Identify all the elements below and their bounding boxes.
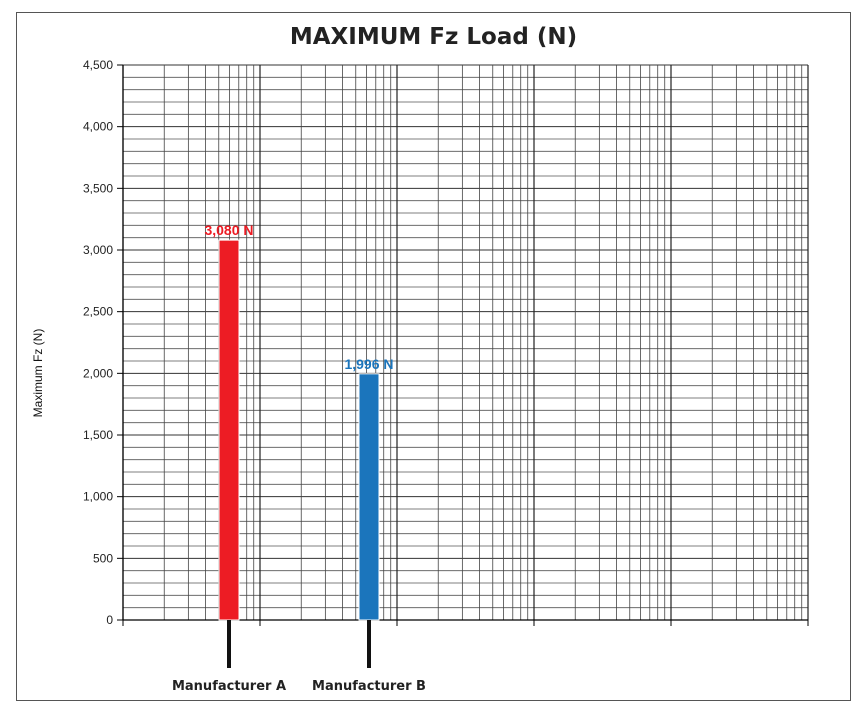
y-tick-label: 4,500 [83,58,113,72]
bar-manufacturer-b [358,373,380,621]
x-category-label: Manufacturer A [172,679,286,694]
y-tick-label: 4,000 [83,120,113,134]
y-tick-label: 1,500 [83,428,113,442]
y-tick-label: 3,000 [83,243,113,257]
labels: 3,080 N Manufacturer A 1,996 N Manufacturer… [172,222,426,694]
bar-manufacturer-a [218,239,240,621]
y-tick-label: 2,000 [83,366,113,380]
y-tick-label: 0 [106,613,113,627]
y-tick-label: 500 [93,551,113,565]
x-category-label: Manufacturer B [312,679,426,694]
chart-title: MAXIMUM Fz Load (N) [289,24,578,50]
y-tick-label: 3,500 [83,181,113,195]
data-label: 3,080 N [204,222,253,238]
data-label: 1,996 N [344,356,393,372]
bars [218,239,380,621]
axes: 0 500 1,000 1,500 2,000 2,500 3,000 3,500 4,000 4… [83,58,809,627]
y-tick-label: 2,500 [83,305,113,319]
y-tick-label: 1,000 [83,490,113,504]
